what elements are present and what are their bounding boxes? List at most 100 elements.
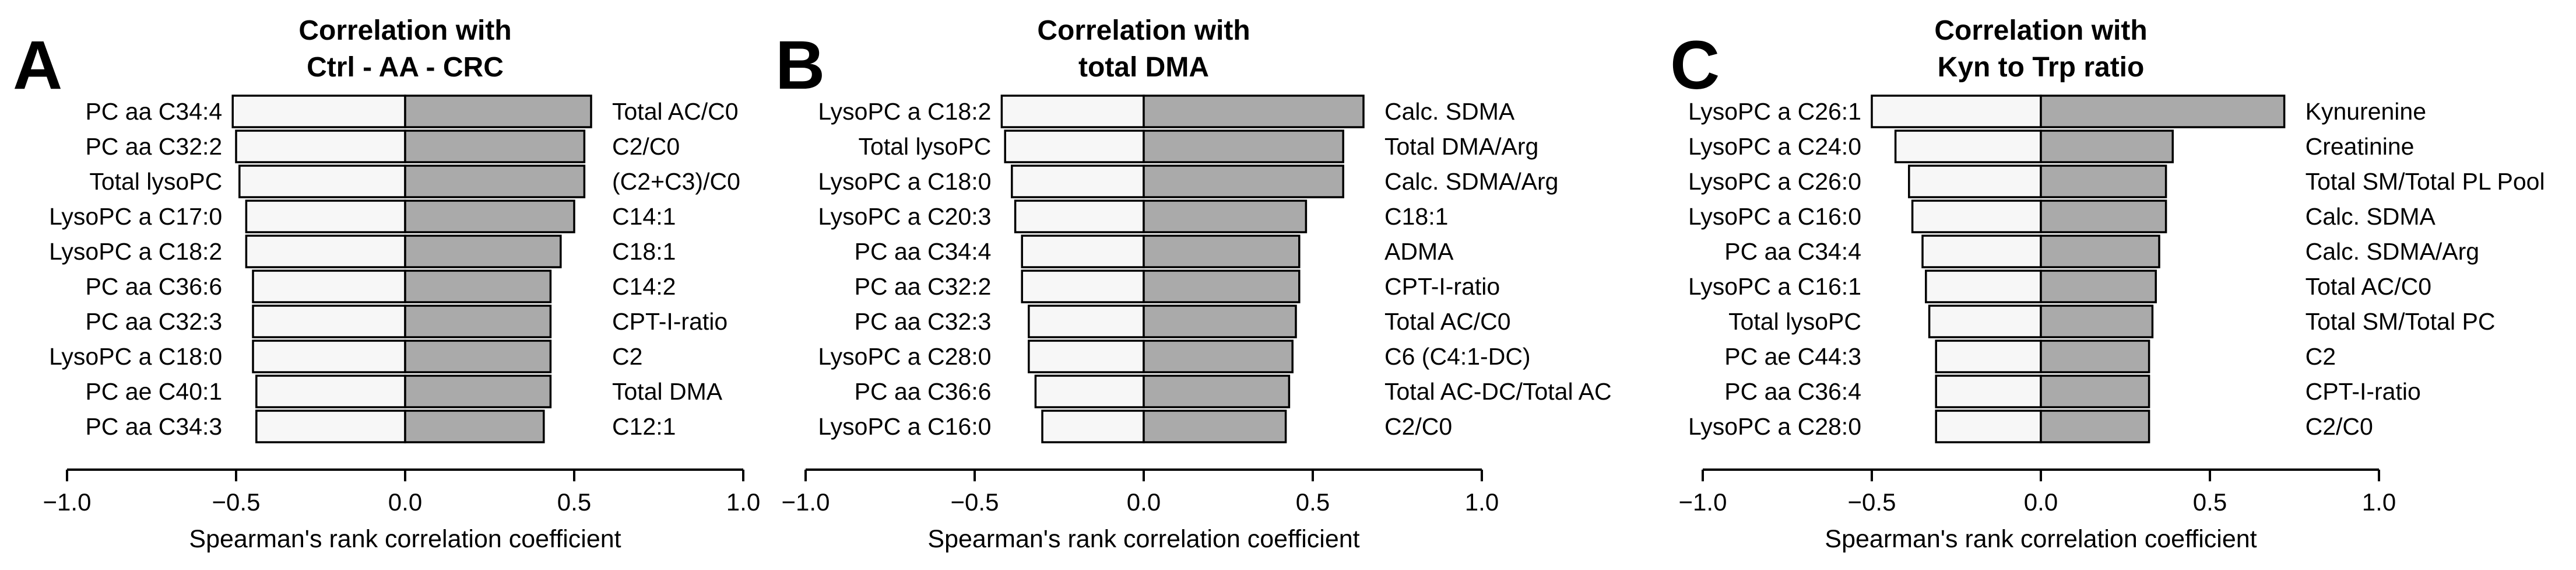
bar-negative xyxy=(255,375,406,408)
bar-label-negative: PC aa C34:3 xyxy=(85,413,222,440)
bar-negative xyxy=(1911,200,2042,233)
x-tick-label: 0.5 xyxy=(2193,488,2227,516)
bar-negative xyxy=(1014,200,1145,233)
bar-negative xyxy=(231,95,406,128)
bar-label-negative: Total lysoPC xyxy=(1728,308,1861,335)
x-axis-label: Spearman's rank correlation coefficient xyxy=(1825,525,2257,553)
bar-label-negative: Total lysoPC xyxy=(89,168,222,195)
bar-label-negative: PC aa C34:4 xyxy=(85,98,222,125)
bar-label-negative: LysoPC a C26:1 xyxy=(1688,98,1861,125)
bar-label-positive: Creatinine xyxy=(2306,133,2415,160)
bar-positive xyxy=(1143,165,1344,198)
bar-positive xyxy=(2040,375,2150,408)
bar-label-positive: ADMA xyxy=(1384,238,1454,265)
x-tick-label: 1.0 xyxy=(1465,488,1499,516)
bar-positive xyxy=(404,235,562,268)
bar-positive xyxy=(404,375,552,408)
bar-negative xyxy=(1925,270,2042,303)
bar-positive xyxy=(1143,130,1344,163)
bar-label-positive: C12:1 xyxy=(612,413,676,440)
bar-label-negative: LysoPC a C28:0 xyxy=(818,343,991,370)
bar-label-negative: Total lysoPC xyxy=(859,133,992,160)
bar-label-negative: PC aa C34:4 xyxy=(855,238,992,265)
bar-label-negative: LysoPC a C18:0 xyxy=(818,168,991,195)
x-axis-label: Spearman's rank correlation coefficient xyxy=(927,525,1359,553)
bar-label-negative: LysoPC a C16:0 xyxy=(1688,203,1861,230)
chart-title-line: total DMA xyxy=(1078,52,1209,83)
bar-label-negative: LysoPC a C28:0 xyxy=(1688,413,1861,440)
bar-label-positive: C2/C0 xyxy=(2306,413,2373,440)
panel-letter: A xyxy=(13,27,62,104)
bar-label-negative: LysoPC a C26:0 xyxy=(1688,168,1861,195)
bar-label-negative: PC ae C40:1 xyxy=(85,378,222,405)
x-tick-label: 0.5 xyxy=(557,488,591,516)
x-tick-label: −0.5 xyxy=(951,488,999,516)
bar-label-positive: C2 xyxy=(2306,343,2336,370)
bar-positive xyxy=(404,305,552,338)
bar-label-positive: C2/C0 xyxy=(1384,413,1452,440)
bar-label-positive: Calc. SDMA xyxy=(2306,203,2436,230)
chart-panel-c: C Correlation with Kyn to Trp ratio LysoPC … xyxy=(1670,15,2545,553)
bar-label-negative: LysoPC a C18:0 xyxy=(49,343,222,370)
panel-letter: B xyxy=(775,27,825,104)
bar-label-negative: LysoPC a C17:0 xyxy=(49,203,222,230)
bar-label-negative: LysoPC a C24:0 xyxy=(1688,133,1861,160)
bar-label-positive: Calc. SDMA/Arg xyxy=(1384,168,1558,195)
bar-positive xyxy=(404,165,586,198)
bar-negative xyxy=(1041,410,1145,443)
bar-positive xyxy=(2040,410,2150,443)
bar-negative xyxy=(255,410,406,443)
x-tick-label: −1.0 xyxy=(782,488,830,516)
bar-negative xyxy=(252,340,406,373)
x-tick-label: −0.5 xyxy=(1848,488,1896,516)
bar-negative xyxy=(245,235,406,268)
chart-title-line: Correlation with xyxy=(298,15,511,46)
chart-title-line: Correlation with xyxy=(1934,15,2147,46)
bar-positive xyxy=(1143,410,1287,443)
bar-positive xyxy=(404,95,592,128)
bar-label-positive: C2 xyxy=(612,343,642,370)
bar-negative xyxy=(1034,375,1145,408)
bar-negative xyxy=(245,200,406,233)
bar-positive xyxy=(2040,235,2160,268)
bar-label-positive: Calc. SDMA xyxy=(1384,98,1515,125)
bar-positive xyxy=(404,410,545,443)
chart-panel-b: B Correlation with total DMA LysoPC a C18:2… xyxy=(775,15,1612,553)
bar-positive xyxy=(404,200,575,233)
chart-title-line: Ctrl - AA - CRC xyxy=(307,52,504,83)
bar-negative xyxy=(235,130,406,163)
x-tick-label: −0.5 xyxy=(212,488,261,516)
bar-negative xyxy=(1935,340,2042,373)
bar-label-negative: PC aa C36:4 xyxy=(1724,378,1861,405)
bar-negative xyxy=(1028,340,1145,373)
x-tick-label: 0.5 xyxy=(1296,488,1330,516)
bar-label-negative: PC aa C32:3 xyxy=(85,308,222,335)
bar-positive xyxy=(2040,165,2167,198)
bar-label-negative: LysoPC a C20:3 xyxy=(818,203,991,230)
bar-label-positive: Total SM/Total PL Pool xyxy=(2306,168,2545,195)
bar-label-negative: LysoPC a C16:1 xyxy=(1688,273,1861,300)
bar-label-negative: PC aa C34:4 xyxy=(1724,238,1861,265)
bar-positive xyxy=(2040,200,2167,233)
bar-label-negative: PC ae C44:3 xyxy=(1724,343,1861,370)
bar-label-positive: Kynurenine xyxy=(2306,98,2426,125)
x-tick-label: 1.0 xyxy=(2362,488,2396,516)
bar-label-negative: LysoPC a C18:2 xyxy=(49,238,222,265)
bar-negative xyxy=(1028,305,1145,338)
bar-positive xyxy=(404,130,586,163)
x-tick-label: −1.0 xyxy=(43,488,92,516)
bar-positive xyxy=(404,270,552,303)
x-tick-label: 0.0 xyxy=(388,488,422,516)
bar-negative xyxy=(1021,270,1145,303)
bar-label-positive: Total DMA xyxy=(612,378,723,405)
bar-label-positive: CPT-I-ratio xyxy=(1384,273,1500,300)
bar-label-positive: C6 (C4:1-DC) xyxy=(1384,343,1531,370)
bar-negative xyxy=(1894,130,2042,163)
bar-negative xyxy=(1921,235,2042,268)
bar-negative xyxy=(1871,95,2042,128)
bar-negative xyxy=(1928,305,2042,338)
bar-positive xyxy=(2040,340,2150,373)
bar-positive xyxy=(1143,375,1291,408)
bar-label-negative: PC aa C36:6 xyxy=(85,273,222,300)
